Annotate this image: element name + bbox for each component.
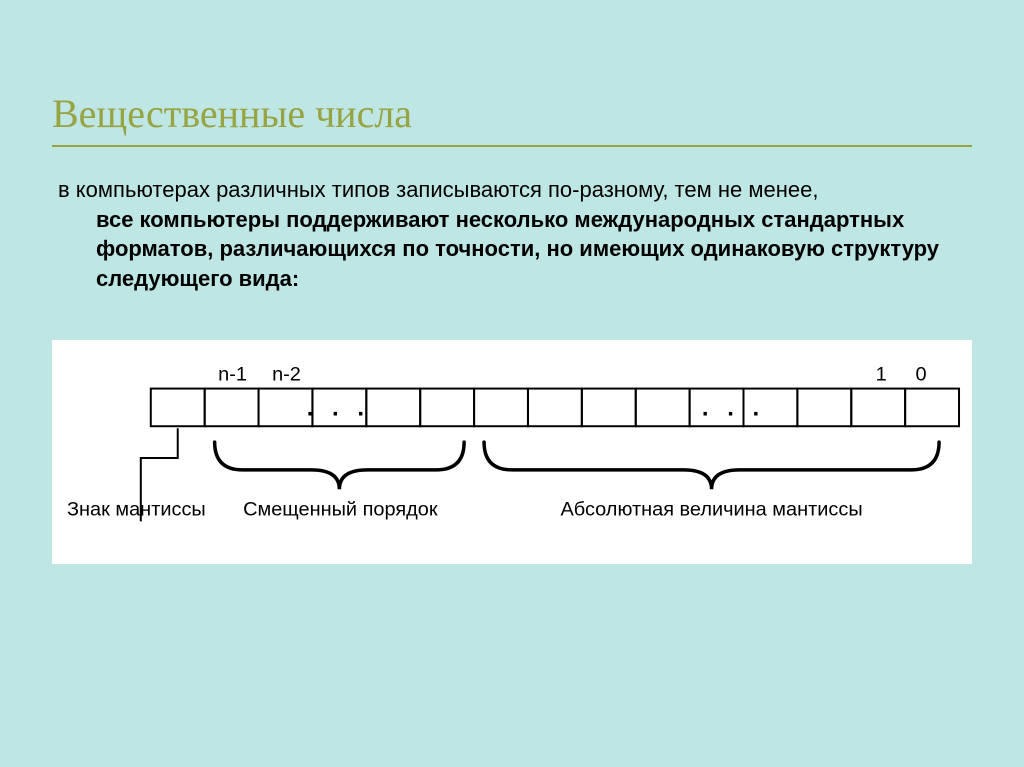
body-lead: в компьютерах различных типов записывают… [58, 177, 818, 202]
body-bold: все компьютеры поддерживают несколько ме… [96, 207, 939, 291]
bit-cell [797, 388, 851, 426]
slide-title: Вещественные числа [52, 90, 972, 147]
bit-index-label: n-2 [272, 363, 301, 385]
bit-cell [420, 388, 474, 426]
bit-cell [366, 388, 420, 426]
float-format-diagram: n-1 n-2 1 0 . . . . . . Знак мантиссы Смещенный… [52, 340, 972, 564]
bit-index-label: 1 [876, 363, 887, 385]
bit-cell [474, 388, 528, 426]
bit-cell [636, 388, 690, 426]
bit-index-label: n-1 [218, 363, 247, 385]
section-label: Смещенный порядок [243, 498, 438, 520]
bit-cell [151, 388, 205, 426]
ellipsis: . . . [307, 395, 370, 422]
bit-cell [582, 388, 636, 426]
bit-index-label: 0 [916, 363, 927, 385]
bit-cell [905, 388, 959, 426]
slide-body: в компьютерах различных типов записывают… [52, 175, 972, 294]
brace [215, 442, 464, 489]
section-label: Абсолютная величина мантиссы [560, 498, 862, 520]
bit-cell [528, 388, 582, 426]
bit-cell [851, 388, 905, 426]
ellipsis: . . . [702, 395, 765, 422]
section-label: Знак мантиссы [67, 498, 206, 520]
bit-cell [259, 388, 313, 426]
bit-cell [205, 388, 259, 426]
brace [484, 442, 939, 489]
